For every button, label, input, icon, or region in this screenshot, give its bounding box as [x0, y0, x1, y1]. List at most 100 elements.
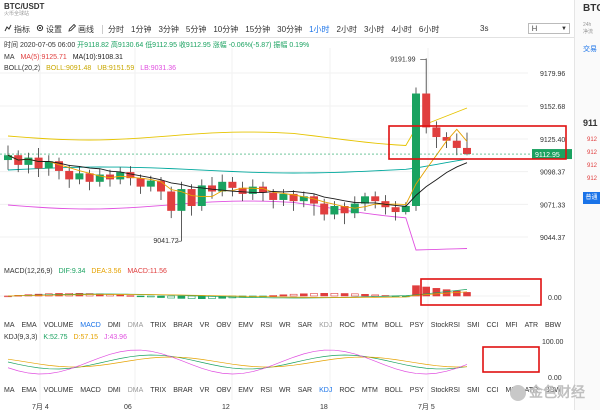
macd-bar [157, 295, 165, 298]
ma-label: MA [4, 54, 15, 61]
tab-ema[interactable]: EMA [21, 322, 37, 329]
tab-dmi[interactable]: DMI [107, 322, 121, 329]
candle-body [85, 173, 94, 182]
macd-bar [310, 293, 318, 297]
side-order-row[interactable]: 912 [587, 163, 598, 169]
tab-kdj[interactable]: KDJ [319, 387, 333, 394]
tab-kdj[interactable]: KDJ [319, 322, 333, 329]
timeframe-4[interactable]: 10分钟 [213, 24, 239, 34]
j-value: J:43.96 [104, 334, 127, 341]
refresh-interval[interactable]: 3s [480, 24, 489, 33]
tab-emv[interactable]: EMV [238, 322, 254, 329]
tab-dma[interactable]: DMA [127, 322, 144, 329]
tab-bbw[interactable]: BBW [545, 387, 561, 394]
highlight-box-kdj [482, 346, 540, 373]
tab-mfi[interactable]: MFI [505, 322, 518, 329]
price-chart[interactable]: 9179.96 9152.68 9125.40 9098.37 9071.33 9044.… [0, 0, 574, 410]
tab-mtm[interactable]: MTM [361, 322, 378, 329]
tab-boll[interactable]: BOLL [384, 322, 403, 329]
price-tick-label: 9152.68 [540, 104, 565, 111]
timeframe-1[interactable]: 1分钟 [131, 24, 152, 34]
tab-rsi[interactable]: RSI [260, 387, 273, 394]
timeframe-7[interactable]: 1小时 [309, 24, 330, 34]
boll-label: BOLL(20,2) [4, 65, 41, 72]
timeframe-0[interactable]: 分时 [108, 24, 124, 34]
tab-boll[interactable]: BOLL [384, 387, 403, 394]
indicator-button[interactable]: 指标 [4, 24, 30, 35]
side-stat-24h: 24h [583, 22, 592, 28]
timeframe-3[interactable]: 5分钟 [185, 24, 207, 34]
tab-dmi[interactable]: DMI [107, 387, 121, 394]
tab-mtm[interactable]: MTM [361, 387, 378, 394]
tab-wr[interactable]: WR [279, 322, 291, 329]
tab-stockrsi[interactable]: StockRSI [430, 387, 460, 394]
timeframe-10[interactable]: 4小时 [391, 24, 412, 34]
tab-obv[interactable]: OBV [216, 387, 232, 394]
tab-smi[interactable]: SMI [466, 387, 480, 394]
tab-emv[interactable]: EMV [238, 387, 254, 394]
price-tick-label: 9044.37 [540, 235, 565, 242]
side-trade-link[interactable]: 交易 [583, 46, 597, 53]
side-order-row[interactable]: 912 [587, 137, 598, 143]
candle-body [463, 147, 471, 155]
tab-sar[interactable]: SAR [297, 387, 313, 394]
candle-body [24, 157, 33, 165]
price-tick-label: 9125.40 [540, 137, 565, 144]
candle-body [361, 196, 369, 204]
tab-stockrsi[interactable]: StockRSI [430, 322, 460, 329]
tab-ma[interactable]: MA [4, 387, 15, 394]
settings-button[interactable]: 设置 [36, 24, 62, 35]
tab-psy[interactable]: PSY [409, 322, 424, 329]
timeframe-9[interactable]: 3小时 [363, 24, 385, 34]
tab-brar[interactable]: BRAR [173, 387, 193, 394]
watermark-logo-icon [510, 385, 526, 402]
tab-atr[interactable]: ATR [524, 387, 539, 394]
candle-body [442, 137, 451, 141]
info-low: 低9112.95 [145, 42, 177, 49]
tab-ma[interactable]: MA [4, 322, 15, 329]
tab-psy[interactable]: PSY [409, 387, 424, 394]
timeframe-2[interactable]: 3分钟 [158, 24, 179, 34]
tab-vr[interactable]: VR [199, 322, 210, 329]
tab-macd[interactable]: MACD [80, 387, 101, 394]
tab-cci[interactable]: CCI [486, 387, 499, 394]
tab-volume[interactable]: VOLUME [43, 322, 74, 329]
tab-roc[interactable]: ROC [339, 322, 355, 329]
tab-dma[interactable]: DMA [127, 387, 144, 394]
tab-sar[interactable]: SAR [297, 322, 313, 329]
tab-bbw[interactable]: BBW [545, 322, 561, 329]
candle-body [422, 93, 431, 128]
timeframe-6[interactable]: 30分钟 [277, 24, 303, 34]
side-order-row[interactable]: 912 [587, 150, 598, 156]
timeframe-5[interactable]: 15分钟 [245, 24, 271, 34]
tab-vr[interactable]: VR [199, 387, 210, 394]
tab-atr[interactable]: ATR [524, 322, 539, 329]
toolbar-divider-line [0, 37, 574, 38]
tab-trix[interactable]: TRIX [150, 387, 167, 394]
tab-wr[interactable]: WR [279, 387, 291, 394]
tab-smi[interactable]: SMI [466, 322, 480, 329]
tab-macd[interactable]: MACD [80, 322, 101, 329]
tab-roc[interactable]: ROC [339, 387, 355, 394]
side-order-button[interactable]: 普通 [583, 192, 600, 204]
tab-rsi[interactable]: RSI [260, 322, 273, 329]
tab-volume[interactable]: VOLUME [43, 387, 74, 394]
chart-type-dropdown[interactable]: Ｈ ▼ [528, 23, 570, 34]
tab-trix[interactable]: TRIX [150, 322, 167, 329]
candle-body [228, 181, 237, 188]
draw-button[interactable]: 画线 [68, 23, 94, 35]
indicator-tabs-bottom: MA EMA VOLUME MACD DMI DMA TRIX BRAR VR OBV EMV RSI… [4, 387, 568, 394]
current-price-label: 9112.95 [535, 152, 560, 159]
side-order-row[interactable]: 912 [587, 176, 598, 182]
candle-body [269, 192, 278, 200]
tab-ema[interactable]: EMA [21, 387, 37, 394]
date-tick-label: 7月 5 [418, 403, 435, 410]
d-value: D:57.15 [73, 334, 99, 341]
tab-brar[interactable]: BRAR [173, 322, 193, 329]
tab-cci[interactable]: CCI [486, 322, 499, 329]
kdj-legend: KDJ(9,3,3) K:52.75 D:57.15 J:43.96 [4, 334, 127, 341]
current-price-badge [532, 149, 572, 160]
timeframe-8[interactable]: 2小时 [336, 24, 357, 34]
timeframe-11[interactable]: 6小时 [418, 24, 440, 34]
tab-obv[interactable]: OBV [216, 322, 232, 329]
